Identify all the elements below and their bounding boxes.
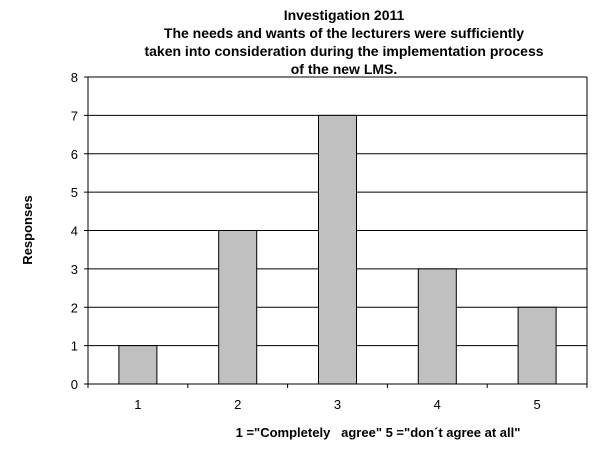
bar: [218, 230, 258, 385]
x-axis-title: 1 ="Completely agree" 5 ="don´t agree at…: [236, 425, 521, 440]
bar: [517, 306, 557, 385]
x-tick-label: 5: [533, 397, 540, 412]
y-tick-label: 4: [71, 224, 78, 239]
y-tick-label: 3: [71, 262, 78, 277]
y-tick-label: 6: [71, 147, 78, 162]
chart-title-line-2: The needs and wants of the lecturers wer…: [164, 25, 524, 41]
y-tick-label: 8: [71, 70, 78, 85]
y-tick-label: 0: [71, 377, 78, 392]
x-tick-label: 4: [434, 397, 441, 412]
x-tick-label: 3: [334, 397, 341, 412]
chart-title-line-1: Investigation 2011: [284, 7, 405, 23]
y-tick-label: 7: [71, 108, 78, 123]
chart-title-line-3: taken into consideration during the impl…: [144, 43, 543, 59]
x-tick-label: 1: [134, 397, 141, 412]
bar: [318, 114, 357, 385]
chart-title: Investigation 2011 The needs and wants o…: [144, 7, 543, 77]
y-tick-label: 1: [71, 339, 78, 354]
chart-title-line-4: of the new LMS.: [291, 61, 398, 77]
x-tick-label: 2: [234, 397, 241, 412]
bar: [118, 345, 158, 385]
plot-area: 0 1 2 3 4 5 6 7 8 1 2 3 4 5: [71, 70, 588, 412]
bar: [417, 268, 457, 385]
y-axis-title: Responses: [20, 195, 35, 264]
y-tick-label: 2: [71, 300, 78, 315]
y-tick-label: 5: [71, 185, 78, 200]
